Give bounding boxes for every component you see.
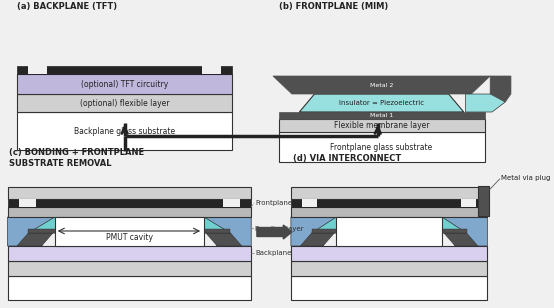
Polygon shape <box>312 217 466 233</box>
Text: Frontplane: Frontplane <box>255 200 292 206</box>
Bar <box>461 199 476 207</box>
Text: (b) FRONTPLANE (MIM): (b) FRONTPLANE (MIM) <box>279 2 388 10</box>
Bar <box>291 199 488 207</box>
Polygon shape <box>442 217 488 246</box>
Bar <box>478 186 489 216</box>
Text: Backplane glass substrate: Backplane glass substrate <box>74 127 175 136</box>
Bar <box>202 66 221 74</box>
Bar <box>17 74 232 94</box>
Bar <box>291 276 488 300</box>
Text: (d) VIA INTERCONNECT: (d) VIA INTERCONNECT <box>293 153 401 163</box>
Polygon shape <box>17 233 53 246</box>
Bar <box>308 239 323 246</box>
Bar <box>8 199 251 207</box>
Bar <box>223 199 240 207</box>
Bar <box>19 199 36 207</box>
Text: (a) BACKPLANE (TFT): (a) BACKPLANE (TFT) <box>17 2 117 10</box>
Bar <box>17 66 232 74</box>
Bar <box>24 239 42 246</box>
Bar <box>217 239 234 246</box>
Text: (optional) TFT circuitry: (optional) TFT circuitry <box>81 79 168 88</box>
Polygon shape <box>299 94 464 112</box>
Bar <box>8 276 251 300</box>
Polygon shape <box>28 217 230 233</box>
FancyArrow shape <box>257 225 292 239</box>
Bar <box>291 261 488 276</box>
Text: Frontplane glass substrate: Frontplane glass substrate <box>330 143 433 152</box>
Bar <box>455 239 470 246</box>
Bar <box>17 112 232 150</box>
Text: Metal via plug: Metal via plug <box>501 175 550 181</box>
Bar <box>8 246 251 261</box>
Bar <box>336 217 442 246</box>
Polygon shape <box>204 217 251 246</box>
Polygon shape <box>465 94 505 112</box>
Text: Insulator = Piezoelectric: Insulator = Piezoelectric <box>339 100 424 106</box>
Bar <box>279 132 485 162</box>
Text: Bonding layer: Bonding layer <box>255 226 304 232</box>
Bar <box>8 261 251 276</box>
Text: Backplane: Backplane <box>255 250 291 256</box>
Bar <box>279 119 485 132</box>
Text: (optional) flexible layer: (optional) flexible layer <box>80 99 170 107</box>
Bar <box>291 187 488 199</box>
Polygon shape <box>8 217 55 246</box>
Bar <box>291 207 488 217</box>
Polygon shape <box>300 233 334 246</box>
Text: Metal 2: Metal 2 <box>370 83 393 87</box>
Text: (c) BONDING + FRONTPLANE
SUBSTRATE REMOVAL: (c) BONDING + FRONTPLANE SUBSTRATE REMOV… <box>9 148 145 168</box>
Text: Flexible membrane layer: Flexible membrane layer <box>334 121 429 130</box>
Text: Metal 1: Metal 1 <box>370 113 393 118</box>
Bar <box>279 112 485 119</box>
Bar <box>28 66 47 74</box>
Polygon shape <box>444 233 478 246</box>
Bar <box>8 207 251 217</box>
Polygon shape <box>490 76 511 102</box>
Bar <box>302 199 317 207</box>
Text: PMUT cavity: PMUT cavity <box>106 233 153 242</box>
Polygon shape <box>291 217 336 246</box>
Bar <box>55 217 204 246</box>
Bar <box>17 94 232 112</box>
Bar <box>8 187 251 199</box>
Bar <box>291 246 488 261</box>
Polygon shape <box>273 76 490 94</box>
Polygon shape <box>312 229 466 233</box>
Polygon shape <box>28 229 230 233</box>
Polygon shape <box>206 233 242 246</box>
